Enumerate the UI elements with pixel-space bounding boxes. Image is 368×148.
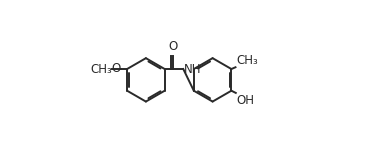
Text: CH₃: CH₃ <box>90 62 112 75</box>
Text: OH: OH <box>237 94 255 107</box>
Text: CH₃: CH₃ <box>236 54 258 66</box>
Text: O: O <box>112 62 121 75</box>
Text: NH: NH <box>184 63 202 76</box>
Text: O: O <box>169 40 178 53</box>
